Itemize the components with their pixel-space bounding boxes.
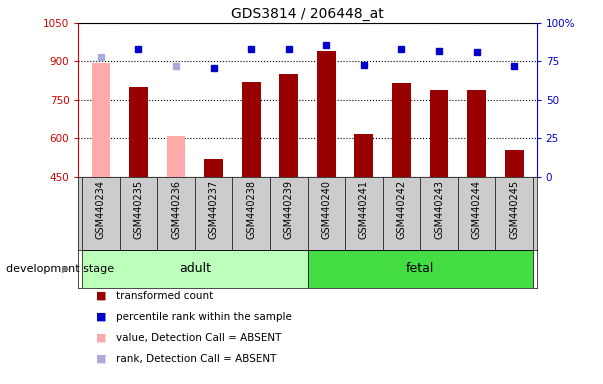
- Bar: [467, 89, 486, 177]
- Bar: [429, 89, 449, 177]
- Text: ■: ■: [96, 291, 107, 301]
- Text: ■: ■: [96, 333, 107, 343]
- Text: GSM440243: GSM440243: [434, 180, 444, 239]
- Bar: [317, 51, 336, 177]
- Text: GSM440241: GSM440241: [359, 180, 369, 239]
- Bar: [392, 83, 411, 177]
- Text: GSM440237: GSM440237: [209, 180, 219, 239]
- Bar: [129, 87, 148, 177]
- Text: GSM440234: GSM440234: [96, 180, 106, 239]
- Text: value, Detection Call = ABSENT: value, Detection Call = ABSENT: [116, 333, 281, 343]
- Bar: [279, 74, 298, 177]
- Bar: [82, 250, 308, 288]
- Bar: [505, 150, 523, 177]
- Text: ■: ■: [96, 312, 107, 322]
- Bar: [166, 136, 186, 177]
- Text: GSM440236: GSM440236: [171, 180, 181, 239]
- Bar: [355, 134, 373, 177]
- Text: GSM440238: GSM440238: [246, 180, 256, 239]
- Bar: [92, 63, 110, 177]
- Text: GSM440235: GSM440235: [133, 180, 144, 239]
- Text: fetal: fetal: [406, 262, 434, 275]
- Bar: [242, 82, 260, 177]
- Text: GSM440239: GSM440239: [284, 180, 294, 239]
- Text: transformed count: transformed count: [116, 291, 213, 301]
- Text: ▶: ▶: [62, 264, 69, 274]
- Text: GSM440242: GSM440242: [396, 180, 406, 239]
- Text: GSM440240: GSM440240: [321, 180, 331, 239]
- Text: GSM440244: GSM440244: [472, 180, 482, 239]
- Text: percentile rank within the sample: percentile rank within the sample: [116, 312, 292, 322]
- Text: rank, Detection Call = ABSENT: rank, Detection Call = ABSENT: [116, 354, 276, 364]
- Text: GSM440245: GSM440245: [509, 180, 519, 239]
- Text: ■: ■: [96, 354, 107, 364]
- Text: adult: adult: [179, 262, 211, 275]
- Bar: [308, 250, 533, 288]
- Text: development stage: development stage: [6, 264, 114, 274]
- Bar: [204, 159, 223, 177]
- Title: GDS3814 / 206448_at: GDS3814 / 206448_at: [231, 7, 384, 21]
